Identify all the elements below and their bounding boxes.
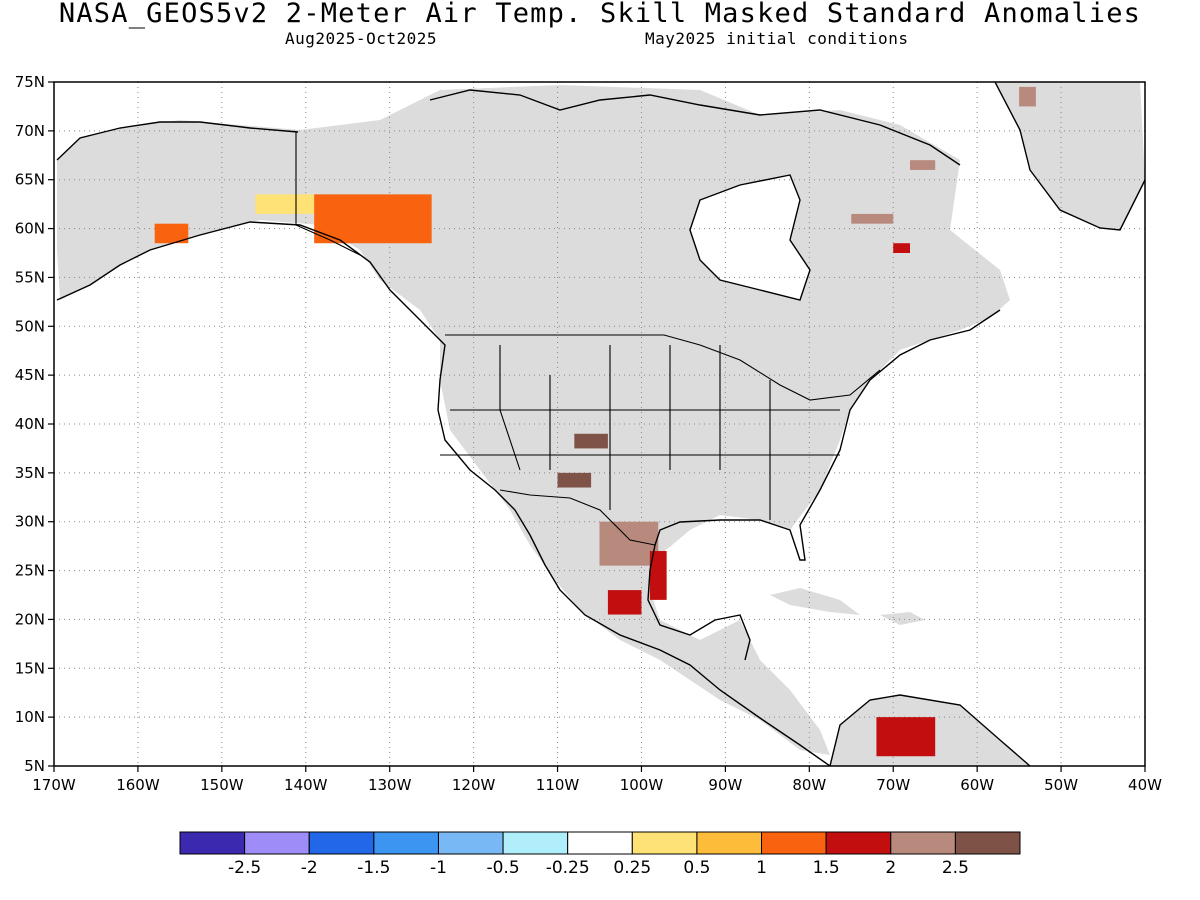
latitude-ticks: 5N 10N 15N 20N 25N 30N 35N 40N 45N 50N 55N 60N 65N 70… bbox=[15, 73, 54, 775]
alaska-canada-border bbox=[295, 132, 361, 256]
us-mexico-border bbox=[499, 489, 656, 546]
lon-tick-label: 120W bbox=[452, 776, 496, 794]
colorbar-swatch bbox=[890, 831, 956, 855]
lat-tick-label: 10N bbox=[15, 708, 45, 726]
anomaly-cell bbox=[893, 243, 911, 253]
colorbar-swatch bbox=[437, 831, 504, 855]
longitude-ticks: 170W 160W 150W 140W 130W 120W 110W 100W 90W 80W 70… bbox=[32, 766, 1162, 794]
lat-tick-label: 75N bbox=[15, 73, 45, 91]
hudson-bay-line bbox=[689, 174, 811, 301]
anomaly-cell bbox=[557, 472, 592, 488]
lon-tick-label: 100W bbox=[620, 776, 664, 794]
colorbar-swatch bbox=[373, 831, 439, 855]
lon-tick-label: 140W bbox=[284, 776, 328, 794]
greenland-land bbox=[995, 82, 1145, 230]
colorbar-swatch bbox=[825, 831, 892, 855]
colorbar-swatch bbox=[244, 831, 310, 855]
colorbar-label: -2.5 bbox=[228, 858, 261, 878]
lon-tick-label: 110W bbox=[536, 776, 580, 794]
colorbar-swatch bbox=[179, 831, 246, 855]
colorbar-label: 0.25 bbox=[613, 858, 651, 878]
lat-tick-label: 70N bbox=[15, 122, 45, 140]
lon-tick-label: 160W bbox=[116, 776, 160, 794]
colorbar-label: -1 bbox=[430, 858, 447, 878]
us-canada-border bbox=[445, 334, 881, 401]
cuba-island bbox=[770, 588, 860, 615]
lon-tick-label: 170W bbox=[32, 776, 76, 794]
map-title: NASA_GEOS5v2 2-Meter Air Temp. Skill Mas… bbox=[58, 0, 1142, 29]
anomaly-cell bbox=[607, 590, 642, 615]
lat-tick-label: 25N bbox=[15, 562, 45, 580]
lon-tick-label: 50W bbox=[1044, 776, 1078, 794]
colorbar: -2.5 -2 -1.5 -1 -0.5 -0.25 0.25 0.5 1 1.5 2 2.5 bbox=[179, 831, 1021, 878]
south-america-line bbox=[829, 694, 1031, 766]
colorbar-swatch bbox=[761, 831, 827, 855]
anomaly-cell bbox=[649, 551, 667, 600]
anomaly-cell bbox=[876, 717, 936, 757]
hispaniola-island bbox=[880, 612, 925, 625]
lon-tick-label: 60W bbox=[960, 776, 994, 794]
lat-tick-label: 50N bbox=[15, 317, 45, 335]
anomaly-cell bbox=[1019, 86, 1036, 107]
coastlines bbox=[56, 82, 1145, 766]
colorbar-label: 1 bbox=[756, 858, 767, 878]
colorbar-label: 2 bbox=[885, 858, 896, 878]
anomaly-cell bbox=[910, 160, 936, 170]
mexico-gulf-line bbox=[647, 544, 751, 661]
colorbar-label: 1.5 bbox=[813, 858, 840, 878]
anomaly-cell bbox=[851, 213, 894, 224]
forecast-period: Aug2025-Oct2025 bbox=[285, 29, 437, 48]
colorbar-label: 2.5 bbox=[942, 858, 969, 878]
greenland-line bbox=[994, 82, 1145, 231]
anomaly-cell bbox=[154, 223, 189, 244]
lat-tick-label: 60N bbox=[15, 220, 45, 238]
lat-tick-label: 65N bbox=[15, 171, 45, 189]
initial-conditions: May2025 initial conditions bbox=[645, 29, 909, 48]
gridlines bbox=[54, 82, 1145, 766]
lon-tick-label: 150W bbox=[200, 776, 244, 794]
lon-tick-label: 80W bbox=[792, 776, 826, 794]
anomaly-cells bbox=[154, 86, 1036, 757]
pacific-coast-line bbox=[56, 121, 831, 766]
colorbar-label: -2 bbox=[301, 858, 318, 878]
political-borders bbox=[295, 132, 881, 546]
anomaly-cell bbox=[314, 194, 432, 244]
colorbar-label: -0.25 bbox=[546, 858, 590, 878]
colorbar-swatch bbox=[696, 831, 763, 855]
lat-tick-label: 30N bbox=[15, 513, 45, 531]
hudson-bay bbox=[690, 175, 810, 300]
anomaly-cell bbox=[574, 433, 608, 449]
lon-tick-label: 70W bbox=[876, 776, 910, 794]
lon-tick-label: 90W bbox=[708, 776, 742, 794]
lon-tick-label: 40W bbox=[1128, 776, 1162, 794]
arctic-islands-line bbox=[429, 89, 961, 166]
gulf-coast-line bbox=[654, 309, 1001, 561]
lat-tick-label: 45N bbox=[15, 366, 45, 384]
map-plot-area bbox=[54, 82, 1145, 766]
lat-tick-label: 20N bbox=[15, 610, 45, 628]
colorbar-swatch bbox=[631, 831, 698, 855]
lat-tick-label: 15N bbox=[15, 659, 45, 677]
colorbar-swatch bbox=[502, 831, 569, 855]
us-state-lines bbox=[440, 345, 840, 520]
lon-tick-label: 130W bbox=[368, 776, 412, 794]
anomaly-cell bbox=[255, 194, 315, 214]
lat-tick-label: 35N bbox=[15, 464, 45, 482]
lat-tick-label: 40N bbox=[15, 415, 45, 433]
colorbar-swatch bbox=[567, 831, 633, 855]
lat-tick-label: 55N bbox=[15, 268, 45, 286]
colorbar-swatch bbox=[308, 831, 375, 855]
lat-tick-label: 5N bbox=[24, 757, 45, 775]
colorbar-label: -0.5 bbox=[486, 858, 519, 878]
colorbar-swatch bbox=[954, 831, 1021, 855]
colorbar-label: -1.5 bbox=[357, 858, 390, 878]
colorbar-label: 0.5 bbox=[683, 858, 710, 878]
